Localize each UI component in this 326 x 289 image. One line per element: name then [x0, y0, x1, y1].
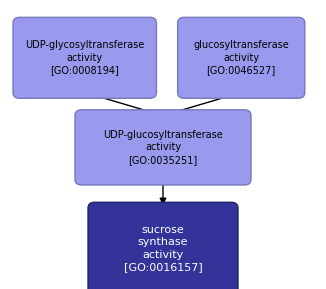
Text: glucosyltransferase
activity
[GO:0046527]: glucosyltransferase activity [GO:0046527…: [193, 40, 289, 75]
FancyBboxPatch shape: [13, 17, 156, 98]
FancyBboxPatch shape: [88, 202, 238, 289]
Text: UDP-glycosyltransferase
activity
[GO:0008194]: UDP-glycosyltransferase activity [GO:000…: [25, 40, 144, 75]
Text: sucrose
synthase
activity
[GO:0016157]: sucrose synthase activity [GO:0016157]: [124, 225, 202, 272]
FancyBboxPatch shape: [178, 17, 305, 98]
Text: UDP-glucosyltransferase
activity
[GO:0035251]: UDP-glucosyltransferase activity [GO:003…: [103, 130, 223, 165]
FancyBboxPatch shape: [75, 110, 251, 185]
